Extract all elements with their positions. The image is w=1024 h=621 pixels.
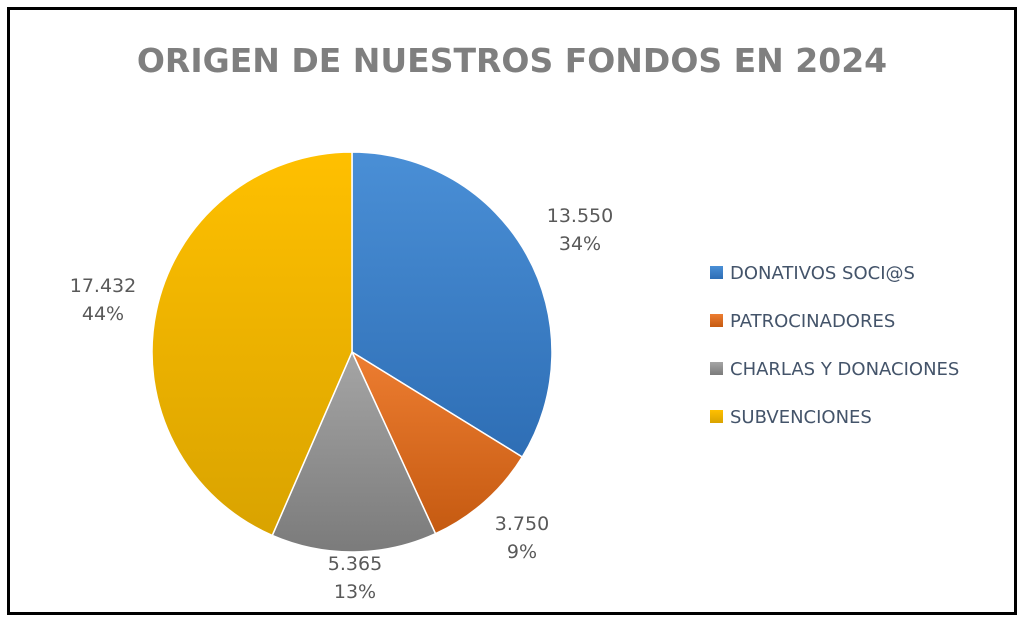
- pie-slices: [151, 151, 553, 553]
- data-label-percent: 13%: [334, 581, 376, 603]
- legend-label: PATROCINADORES: [730, 311, 895, 332]
- legend-swatch: [710, 362, 723, 375]
- data-label-value: 3.750: [495, 513, 549, 535]
- slice-patrocinadores: [350, 350, 524, 535]
- chart-title: ORIGEN DE NUESTROS FONDOS EN 2024: [137, 41, 887, 80]
- legend: DONATIVOS SOCI@S PATROCINADORES CHARLAS Y …: [710, 263, 959, 428]
- data-label-value: 5.365: [328, 553, 382, 575]
- legend-swatch: [710, 314, 723, 327]
- data-label-percent: 9%: [507, 541, 537, 563]
- legend-label: CHARLAS Y DONACIONES: [730, 359, 959, 380]
- legend-swatch: [710, 266, 723, 279]
- legend-label: DONATIVOS SOCI@S: [730, 263, 915, 284]
- slice-subvenciones: [151, 151, 353, 537]
- data-label-value: 17.432: [70, 275, 136, 297]
- slice-donativos-soci-s: [351, 151, 553, 458]
- data-label-value: 13.550: [547, 205, 613, 227]
- legend-label: SUBVENCIONES: [730, 407, 872, 428]
- data-label-percent: 34%: [559, 233, 601, 255]
- legend-swatch: [710, 410, 723, 423]
- data-labels: 13.550 34% 3.750 9% 5.365 13% 17.432 44%: [70, 205, 613, 603]
- data-label-percent: 44%: [82, 303, 124, 325]
- slice-charlas-y-donaciones: [271, 350, 437, 553]
